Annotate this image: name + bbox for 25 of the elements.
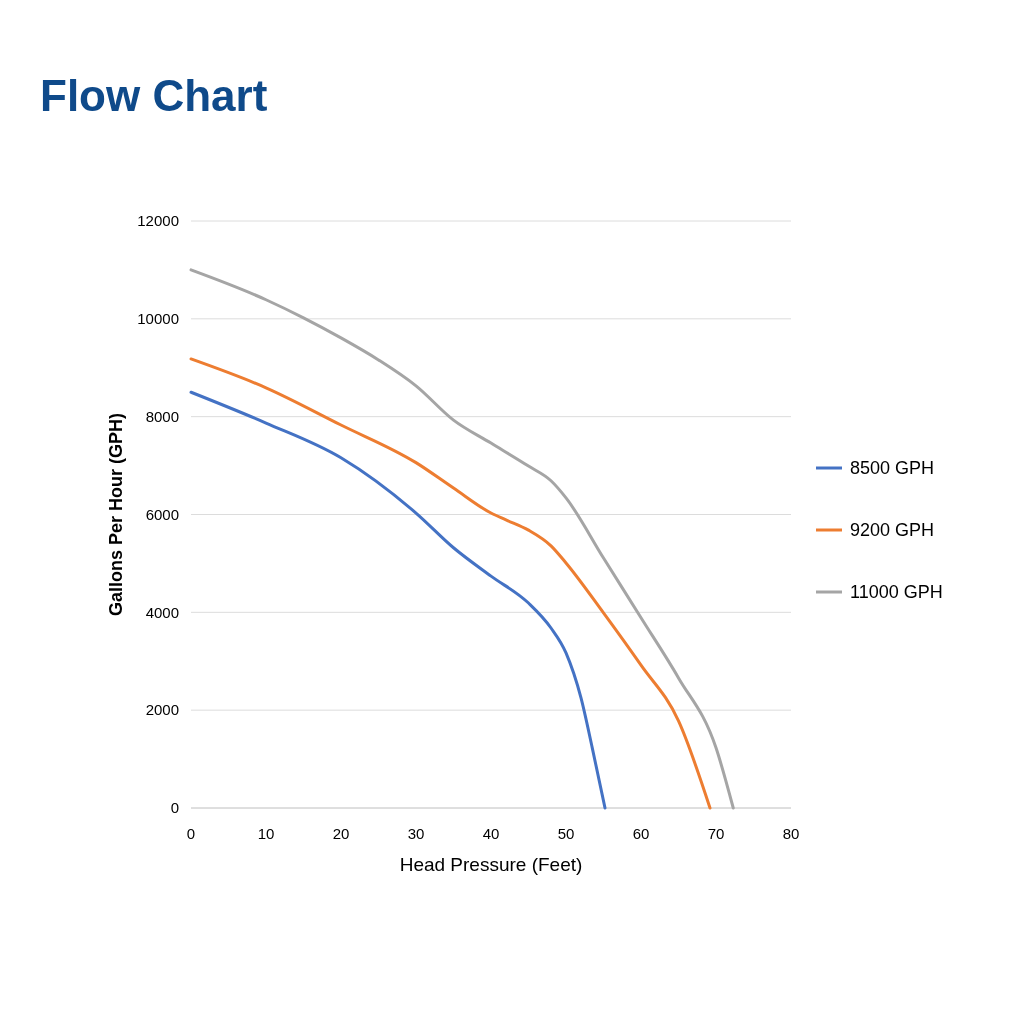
x-tick-label: 20 — [332, 825, 350, 842]
legend-label: 8500 GPH — [850, 458, 935, 479]
chart-title: Flow Chart — [40, 71, 268, 120]
y-tick-label: 2000 — [145, 701, 179, 719]
x-axis-title: Head Pressure (Feet) — [399, 854, 583, 875]
y-tick-label: 0 — [170, 799, 179, 817]
x-tick-label: 50 — [557, 825, 575, 842]
x-tick-label: 60 — [632, 825, 650, 842]
legend-label: 9200 GPH — [850, 520, 935, 541]
x-tick-label: 70 — [707, 825, 725, 842]
x-tick-label: 30 — [407, 825, 425, 842]
x-tick-label: 10 — [257, 825, 275, 842]
x-tick-label: 80 — [782, 825, 800, 842]
y-axis-title: Gallons Per Hour (GPH) — [106, 412, 126, 617]
line-series — [189, 268, 735, 810]
x-tick-label: 40 — [482, 825, 500, 842]
legend-label: 11000 GPH — [850, 582, 943, 603]
y-tick-label: 10000 — [137, 310, 179, 328]
y-tick-label: 6000 — [145, 505, 179, 523]
line-series — [189, 357, 712, 810]
y-tick-label: 12000 — [137, 212, 179, 230]
x-tick-label: 0 — [186, 825, 196, 842]
line-series — [189, 390, 607, 810]
y-tick-label: 4000 — [145, 603, 179, 621]
y-tick-label: 8000 — [145, 407, 179, 425]
